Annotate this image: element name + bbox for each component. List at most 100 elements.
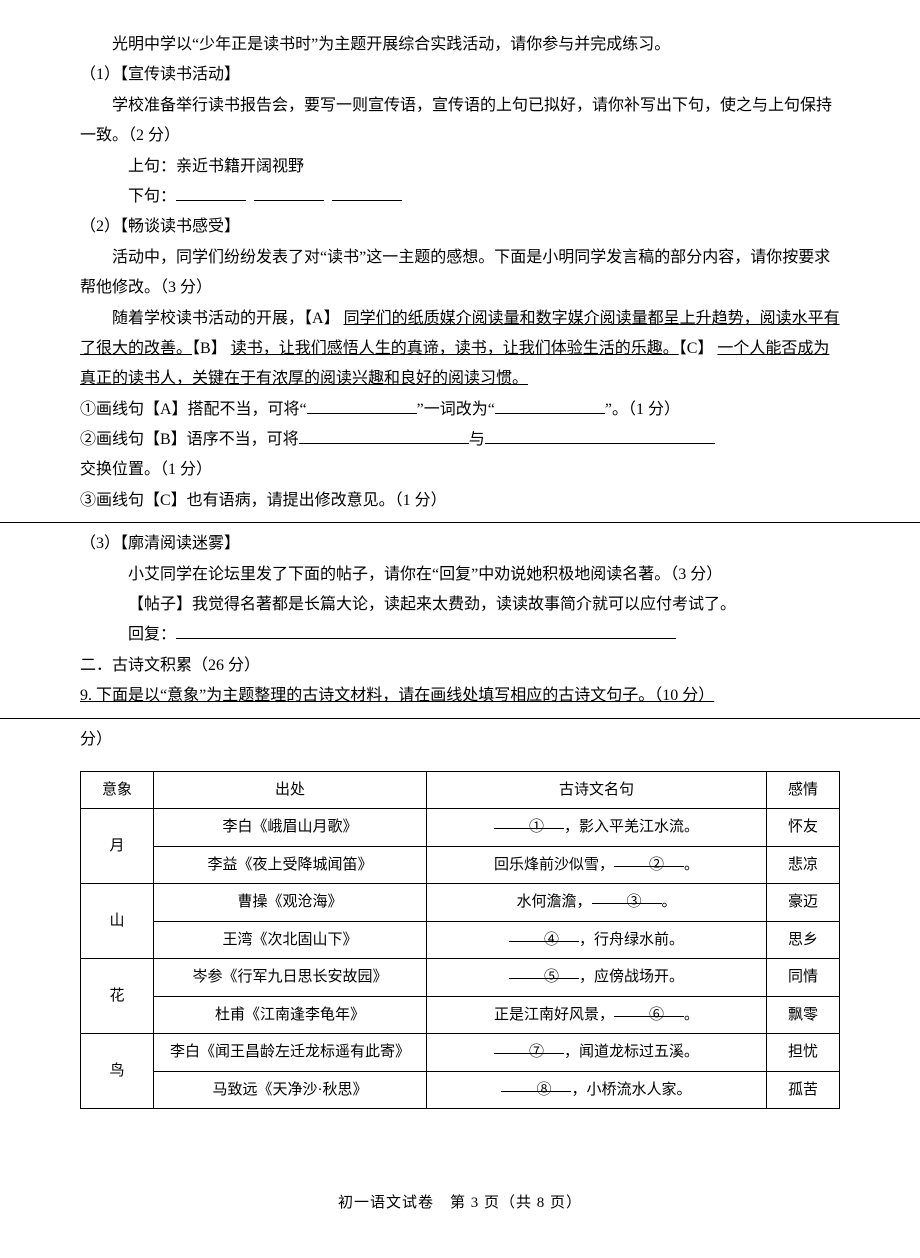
table-row: 马致远《天净沙·秋思》 ⑧ ，小桥流水人家。孤苦: [81, 1071, 840, 1109]
q3-post: 【帖子】我觉得名著都是长篇大论，读起来太费劲，读读故事简介就可以应付考试了。: [80, 590, 840, 620]
q2-item3: ③画线句【C】也有语病，请提出修改意见。（1 分）: [80, 486, 840, 516]
q1-upper-label: 上句：: [128, 158, 176, 175]
cell-feeling: 同情: [767, 959, 840, 997]
th-source: 出处: [154, 771, 427, 809]
q2-C-label: 【C】: [679, 340, 714, 357]
q3-num: （3）: [80, 535, 120, 552]
q2-heading: （2）【畅谈读书感受】: [80, 212, 840, 242]
cell-source: 王湾《次北固山下》: [154, 921, 427, 959]
cell-image: 山: [81, 884, 154, 959]
cell-verse: ⑧ ，小桥流水人家。: [427, 1071, 767, 1109]
q2-para-lead: 随着学校读书活动的开展，: [112, 310, 304, 327]
verse-blank[interactable]: ③: [592, 888, 662, 904]
table-row: 鸟李白《闻王昌龄左迁龙标遥有此寄》 ⑦ ，闻道龙标过五溪。担忧: [81, 1034, 840, 1072]
q2-item2c: 交换位置。（1 分）: [80, 461, 212, 478]
cell-source: 杜甫《江南逢李龟年》: [154, 996, 427, 1034]
table-row: 李益《夜上受降城闻笛》回乐烽前沙似雪， ② 。悲凉: [81, 846, 840, 884]
cell-feeling: 思乡: [767, 921, 840, 959]
q3-title: 【廓清阅读迷雾】: [120, 535, 240, 552]
verse-blank[interactable]: ①: [494, 813, 564, 829]
th-image: 意象: [81, 771, 154, 809]
q2-passage: 随着学校读书活动的开展，【A】 同学们的纸质媒介阅读量和数字媒介阅读量都呈上升趋…: [80, 304, 840, 395]
cell-image: 鸟: [81, 1034, 154, 1109]
q3-post-label: 【帖子】: [128, 596, 192, 613]
poetry-table: 意象 出处 古诗文名句 感情 月李白《峨眉山月歌》 ① ，影入平羌江水流。怀友李…: [80, 771, 840, 1110]
q2-item2: ②画线句【B】语序不当，可将 与交换位置。（1 分）: [80, 425, 840, 486]
cell-verse: 回乐烽前沙似雪， ② 。: [427, 846, 767, 884]
table-row: 花岑参《行军九日思长安故园》 ⑤ ，应傍战场开。同情: [81, 959, 840, 997]
cell-verse: ① ，影入平羌江水流。: [427, 809, 767, 847]
table-row: 杜甫《江南逢李龟年》正是江南好风景， ⑥ 。飘零: [81, 996, 840, 1034]
cell-source: 李白《峨眉山月歌》: [154, 809, 427, 847]
q3-body: 小艾同学在论坛里发了下面的帖子，请你在“回复”中劝说她积极地阅读名著。（3 分）: [80, 560, 840, 590]
th-feel: 感情: [767, 771, 840, 809]
verse-blank[interactable]: ⑤: [509, 963, 579, 979]
cell-feeling: 怀友: [767, 809, 840, 847]
q1-heading: （1）【宣传读书活动】: [80, 60, 840, 90]
q2-item2b: 与: [469, 431, 485, 448]
q1-lower-label: 下句：: [128, 188, 176, 205]
q1-lower: 下句：: [80, 182, 840, 212]
section2-heading: 二．古诗文积累（26 分）: [80, 651, 840, 681]
cell-image: 花: [81, 959, 154, 1034]
q2-item1: ①画线句【A】搭配不当，可将“ ”一词改为“ ”。（1 分）: [80, 395, 840, 425]
table-row: 月李白《峨眉山月歌》 ① ，影入平羌江水流。怀友: [81, 809, 840, 847]
blank[interactable]: [176, 184, 246, 201]
page-footer: 初一语文试卷 第 3 页（共 8 页）: [80, 1189, 840, 1218]
cell-verse: ⑤ ，应傍战场开。: [427, 959, 767, 997]
cell-source: 李益《夜上受降城闻笛》: [154, 846, 427, 884]
q3-reply: 回复：: [80, 620, 840, 650]
section-rule: [0, 718, 920, 719]
verse-blank[interactable]: ⑥: [614, 1001, 684, 1017]
cell-verse: 水何澹澹， ③ 。: [427, 884, 767, 922]
blank[interactable]: [495, 397, 605, 414]
th-line: 古诗文名句: [427, 771, 767, 809]
q1-upper: 上句：亲近书籍开阔视野: [80, 152, 840, 182]
q2-B-text: 读书，让我们感悟人生的真谛，读书，让我们体验生活的乐趣。: [231, 340, 679, 357]
q1-num: （1）: [80, 66, 120, 83]
cell-source: 曹操《观沧海》: [154, 884, 427, 922]
cell-verse: 正是江南好风景， ⑥ 。: [427, 996, 767, 1034]
verse-blank[interactable]: ⑦: [494, 1038, 564, 1054]
q2-body1: 活动中，同学们纷纷发表了对“读书”这一主题的感想。下面是小明同学发言稿的部分内容…: [80, 243, 840, 304]
cell-verse: ④ ，行舟绿水前。: [427, 921, 767, 959]
blank[interactable]: [485, 427, 715, 444]
cell-feeling: 飘零: [767, 996, 840, 1034]
blank[interactable]: [307, 397, 417, 414]
q2-num: （2）: [80, 218, 120, 235]
q2-item1c: ”。（1 分）: [605, 401, 680, 418]
cell-verse: ⑦ ，闻道龙标过五溪。: [427, 1034, 767, 1072]
q1-upper-text: 亲近书籍开阔视野: [176, 158, 304, 175]
table-row: 王湾《次北固山下》 ④ ，行舟绿水前。思乡: [81, 921, 840, 959]
cell-source: 岑参《行军九日思长安故园》: [154, 959, 427, 997]
activity-intro: 光明中学以“少年正是读书时”为主题开展综合实践活动，请你参与并完成练习。: [80, 30, 840, 60]
q9-text: 9. 下面是以“意象”为主题整理的古诗文材料，请在画线处填写相应的古诗文句子。（…: [80, 681, 840, 711]
verse-blank[interactable]: ④: [509, 926, 579, 942]
table-row: 山曹操《观沧海》水何澹澹， ③ 。豪迈: [81, 884, 840, 922]
cell-feeling: 担忧: [767, 1034, 840, 1072]
cell-source: 李白《闻王昌龄左迁龙标遥有此寄》: [154, 1034, 427, 1072]
cell-feeling: 豪迈: [767, 884, 840, 922]
cell-feeling: 悲凉: [767, 846, 840, 884]
q2-item2a: ②画线句【B】语序不当，可将: [80, 431, 299, 448]
blank[interactable]: [332, 184, 402, 201]
q2-title: 【畅谈读书感受】: [120, 218, 240, 235]
q2-item1a: ①画线句【A】搭配不当，可将“: [80, 401, 307, 418]
q2-B-label: 【B】: [192, 340, 227, 357]
cell-image: 月: [81, 809, 154, 884]
q2-item1b: ”一词改为“: [417, 401, 495, 418]
q3-heading: （3）【廓清阅读迷雾】: [80, 529, 840, 559]
q1-title: 【宣传读书活动】: [120, 66, 240, 83]
verse-blank[interactable]: ⑧: [501, 1076, 571, 1092]
q2-A-label: 【A】: [304, 310, 340, 327]
blank[interactable]: [254, 184, 324, 201]
blank[interactable]: [299, 427, 469, 444]
answer-rule: [0, 522, 920, 523]
cell-feeling: 孤苦: [767, 1071, 840, 1109]
verse-blank[interactable]: ②: [614, 851, 684, 867]
cell-source: 马致远《天净沙·秋思》: [154, 1071, 427, 1109]
table-header-row: 意象 出处 古诗文名句 感情: [81, 771, 840, 809]
q9-tail: 分）: [80, 725, 840, 755]
blank[interactable]: [176, 622, 676, 639]
q1-body: 学校准备举行读书报告会，要写一则宣传语，宣传语的上句已拟好，请你补写出下句，使之…: [80, 91, 840, 152]
